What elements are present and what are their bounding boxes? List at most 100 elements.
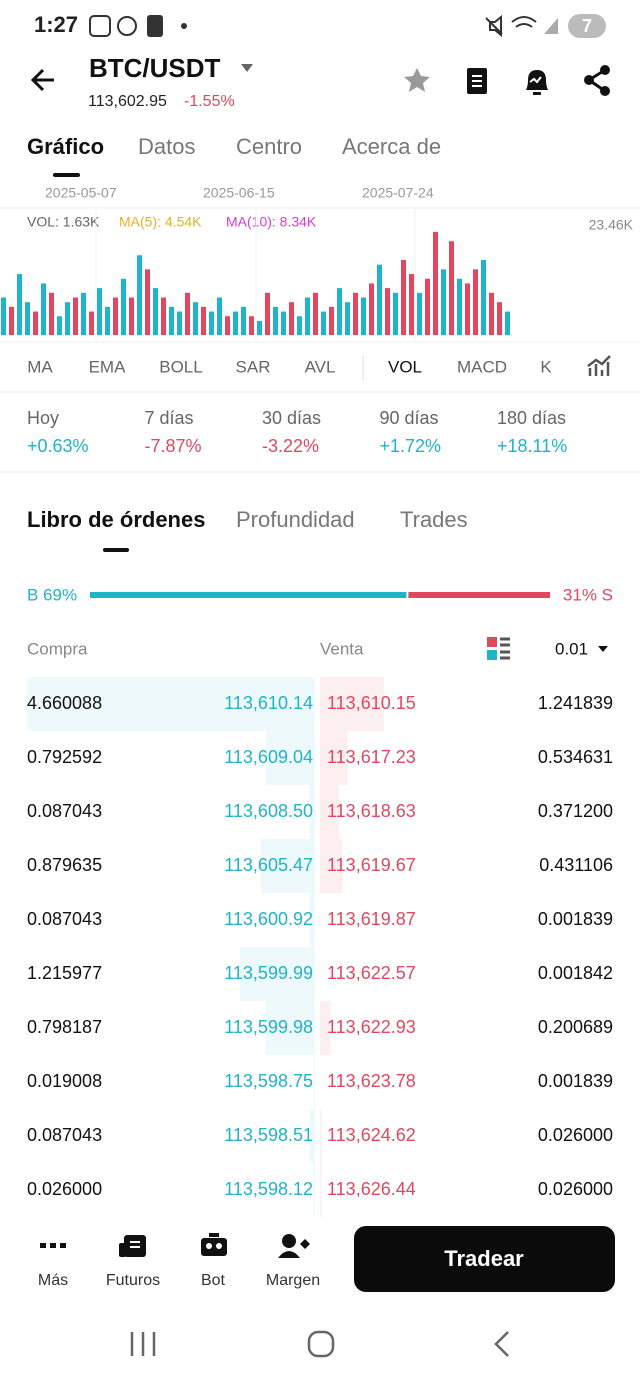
buy-price[interactable]: 113,608.50 (224, 801, 313, 821)
buy-price[interactable]: 113,599.99 (224, 963, 313, 983)
volume-bar (305, 297, 310, 335)
tab[interactable]: Acerca de (342, 134, 441, 159)
nav-label[interactable]: Futuros (106, 1272, 160, 1289)
futures-icon[interactable] (119, 1235, 146, 1257)
nav-label[interactable]: Bot (201, 1272, 226, 1289)
indicator-tab[interactable]: MA (27, 357, 53, 376)
volume-bar (129, 297, 134, 335)
volume-bar (33, 311, 38, 335)
volume-bar (41, 283, 46, 335)
volume-bar (217, 297, 222, 335)
buy-depth (27, 677, 315, 731)
volume-bar (17, 274, 22, 335)
indicator-tab[interactable]: K (540, 357, 552, 376)
status-time: 1:27 (34, 12, 78, 37)
trade-button[interactable] (354, 1226, 615, 1292)
indicator-tab[interactable]: EMA (89, 357, 127, 376)
volume-bar (121, 278, 126, 335)
tab[interactable]: Datos (138, 134, 195, 159)
buy-price[interactable]: 113,599.98 (224, 1017, 313, 1037)
volume-bar (505, 311, 510, 335)
sell-price[interactable]: 113,624.62 (327, 1125, 416, 1145)
buy-price[interactable]: 113,598.51 (224, 1125, 313, 1145)
nav-label[interactable]: Más (38, 1272, 68, 1289)
period-change: +18.11% (497, 436, 567, 456)
volume-bar (89, 311, 94, 335)
volume-bar (193, 302, 198, 335)
status-icons (89, 14, 558, 38)
indicator-tab[interactable]: AVL (305, 357, 336, 376)
more-icon[interactable] (40, 1243, 66, 1248)
tab[interactable]: Gráfico (27, 134, 104, 159)
sell-price[interactable]: 113,618.63 (327, 801, 416, 821)
precision-dropdown[interactable] (598, 646, 608, 652)
indicator-tab[interactable]: VOL (388, 357, 422, 376)
pair-dropdown[interactable] (241, 64, 253, 72)
volume-bar (209, 311, 214, 335)
back-button[interactable] (30, 68, 54, 92)
buy-price[interactable]: 113,598.12 (224, 1179, 313, 1199)
period-label: 180 días (497, 408, 566, 428)
sell-price[interactable]: 113,619.67 (327, 855, 416, 875)
sell-price[interactable]: 113,622.93 (327, 1017, 416, 1037)
ma10-legend: MA(10): 8.34K (226, 214, 317, 230)
indicator-settings[interactable] (587, 355, 611, 376)
period-label: 30 días (262, 408, 321, 428)
alert-icon[interactable] (526, 70, 548, 95)
buy-depth (266, 731, 315, 785)
pair-name[interactable]: BTC/USDT (89, 53, 221, 83)
volume-bar (177, 311, 182, 335)
buy-price[interactable]: 113,610.14 (224, 693, 313, 713)
sell-price[interactable]: 113,622.57 (327, 963, 416, 983)
buy-price[interactable]: 113,605.47 (224, 855, 313, 875)
indicator-tab[interactable]: SAR (236, 357, 271, 376)
sell-depth (320, 731, 348, 785)
last-price: 113,602.95 (88, 93, 167, 110)
tab[interactable]: Centro (236, 134, 302, 159)
buy-price[interactable]: 113,600.92 (224, 909, 313, 929)
layout-toggle[interactable] (487, 637, 510, 660)
sell-price[interactable]: 113,610.15 (327, 693, 416, 713)
sell-price[interactable]: 113,617.23 (327, 747, 416, 767)
buy-quantity: 0.087043 (27, 1125, 102, 1145)
volume-bar (201, 306, 206, 335)
date-label: 2025-05-07 (45, 185, 117, 201)
volume-bar (81, 292, 86, 335)
margin-icon[interactable] (278, 1234, 310, 1258)
period-change: -7.87% (145, 436, 202, 456)
volume-bar (49, 292, 54, 335)
precision[interactable]: 0.01 (555, 639, 588, 658)
sell-price[interactable]: 113,619.87 (327, 909, 416, 929)
system-nav[interactable] (130, 1330, 509, 1358)
sell-depth (320, 1001, 331, 1055)
sell-quantity: 1.241839 (538, 693, 613, 713)
nav-label[interactable]: Margen (266, 1272, 320, 1289)
notification-count: 7 (582, 16, 592, 36)
info-icon[interactable] (467, 68, 487, 94)
date-label: 2025-07-24 (362, 185, 434, 201)
volume-bar (161, 297, 166, 335)
volume-bar (297, 316, 302, 335)
volume-bar (353, 292, 358, 335)
share-icon[interactable] (584, 65, 610, 96)
indicator-tab[interactable]: MACD (457, 357, 507, 376)
book-tab[interactable]: Trades (400, 507, 468, 532)
buy-depth (265, 1001, 315, 1055)
indicator-tab[interactable]: BOLL (159, 357, 202, 376)
volume-bar (409, 274, 414, 335)
bot-icon[interactable] (201, 1233, 227, 1256)
buy-price[interactable]: 113,609.04 (224, 747, 313, 767)
sell-price[interactable]: 113,623.78 (327, 1071, 416, 1091)
buy-price[interactable]: 113,598.75 (224, 1071, 313, 1091)
trade-button-label[interactable]: Tradear (444, 1246, 524, 1271)
favorite-icon[interactable] (404, 68, 430, 92)
volume-bar (473, 269, 478, 335)
book-tab[interactable]: Profundidad (236, 507, 355, 532)
sell-depth (320, 677, 384, 731)
volume-bar (9, 306, 14, 335)
sell-price[interactable]: 113,626.44 (327, 1179, 416, 1199)
volume-bar (273, 306, 278, 335)
book-tab[interactable]: Libro de órdenes (27, 507, 205, 532)
sell-depth (320, 785, 340, 839)
volume-bar (265, 292, 270, 335)
